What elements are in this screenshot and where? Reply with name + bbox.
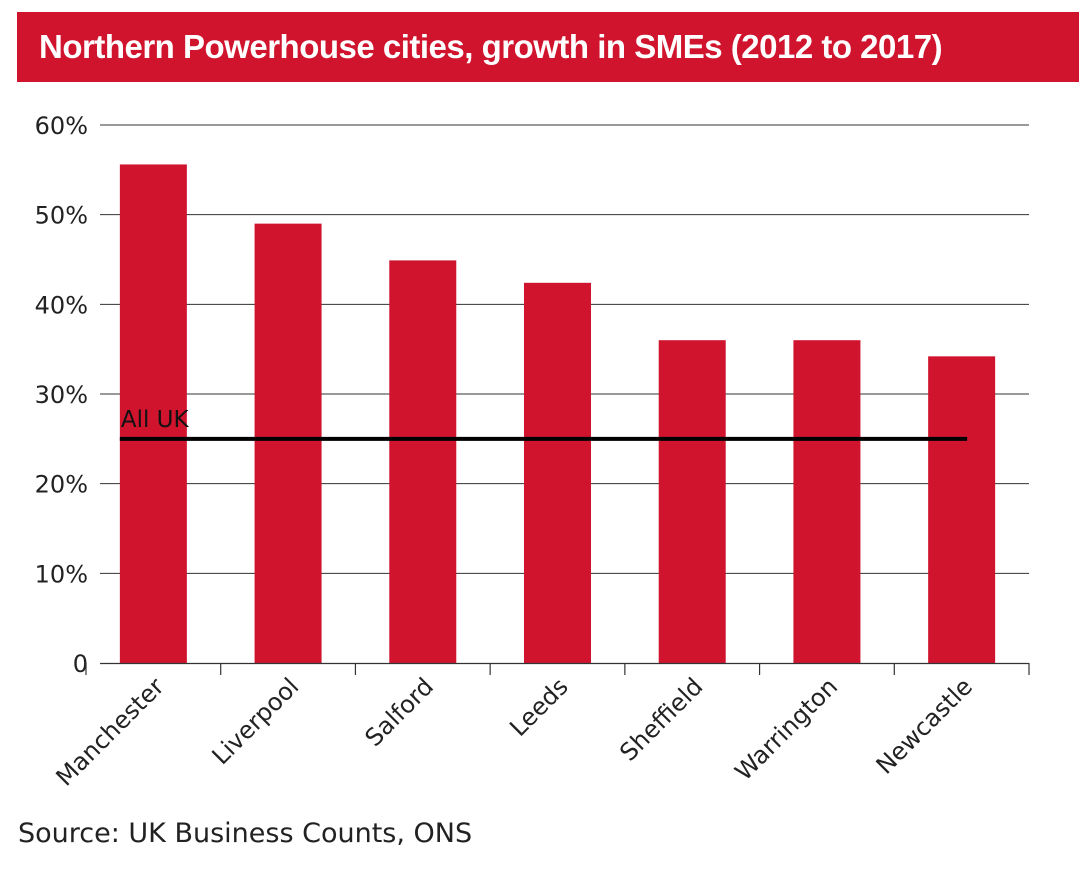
bar-liverpool	[254, 223, 322, 663]
y-tick-label: 50%	[35, 202, 88, 230]
y-tick-label: 0	[73, 650, 88, 678]
chart-title: Northern Powerhouse cities, growth in SM…	[17, 12, 1079, 82]
reference-line-group: All UK	[119, 407, 968, 441]
x-tick-label: Sheffield	[614, 672, 708, 766]
y-tick-label: 60%	[35, 112, 88, 140]
x-tick-label: Liverpool	[207, 672, 305, 770]
y-tick-label: 20%	[35, 471, 88, 499]
bar-manchester	[119, 164, 187, 663]
y-tick-label: 10%	[35, 560, 88, 588]
x-tick-label: Leeds	[504, 672, 573, 741]
bar-leeds	[524, 282, 591, 663]
x-tick-label: Newcastle	[871, 672, 978, 779]
x-tick-label: Warrington	[730, 672, 844, 786]
bar-newcastle	[928, 356, 996, 663]
bars	[119, 164, 996, 663]
x-tick-label: Salford	[360, 672, 439, 751]
bar-sheffield	[658, 340, 726, 663]
x-axis	[85, 662, 1030, 675]
reference-line-label: All UK	[121, 407, 190, 433]
y-tick-label: 40%	[35, 291, 88, 319]
y-tick-label: 30%	[35, 381, 88, 409]
y-axis-ticks: 0 10% 20% 30% 40% 50% 60%	[35, 112, 88, 678]
bar-salford	[389, 260, 457, 663]
source-note: Source: UK Business Counts, ONS	[18, 818, 473, 849]
x-axis-labels: Manchester Liverpool Salford Leeds Sheffield…	[51, 672, 978, 791]
x-tick-label: Manchester	[51, 672, 170, 791]
bar-warrington	[793, 340, 861, 663]
